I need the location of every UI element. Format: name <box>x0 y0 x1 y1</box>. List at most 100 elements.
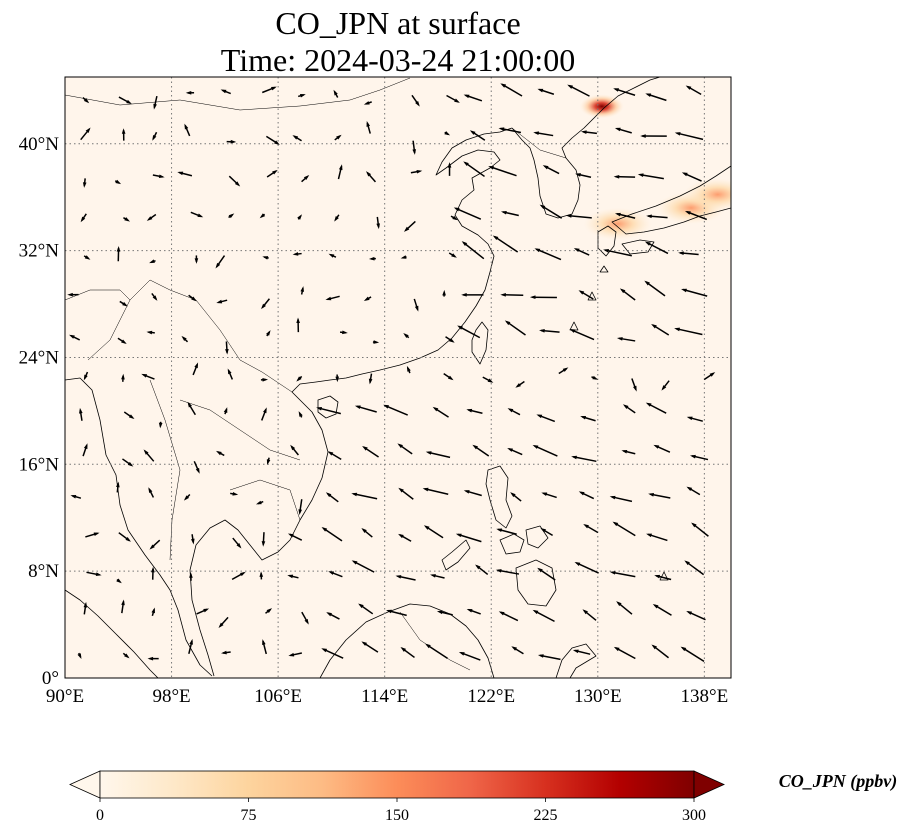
wind-arrow <box>327 451 342 461</box>
wind-arrow <box>609 495 633 503</box>
wind-arrow <box>567 84 590 97</box>
border-china-south <box>87 279 293 393</box>
wind-arrow <box>226 139 237 144</box>
graticule <box>65 77 731 678</box>
wind-arrow <box>540 528 554 537</box>
wind-arrow <box>265 608 273 614</box>
wind-arrow <box>457 325 481 339</box>
wind-arrow <box>397 443 413 455</box>
wind-arrow <box>395 575 416 581</box>
wind-arrow <box>77 652 82 660</box>
wind-arrow <box>651 323 670 336</box>
wind-arrow <box>686 416 703 422</box>
wind-arrow <box>116 481 120 493</box>
wind-arrow <box>362 445 379 458</box>
wind-arrow <box>288 652 302 657</box>
wind-arrow <box>82 97 90 104</box>
wind-arrow <box>262 256 269 260</box>
wind-arrow <box>448 252 457 258</box>
wind-arrow <box>443 372 454 381</box>
wind-arrow <box>674 132 704 141</box>
wind-arrow <box>368 373 373 385</box>
wind-arrow <box>703 372 716 381</box>
co-concentration-field <box>579 94 731 240</box>
wind-arrow <box>146 330 155 335</box>
wind-arrow <box>296 375 303 382</box>
wind-arrow <box>539 204 563 219</box>
wind-arrow <box>183 493 191 501</box>
wind-arrow <box>537 654 561 661</box>
wind-arrow <box>690 454 709 461</box>
wind-arrow <box>496 528 517 535</box>
wind-arrow <box>504 320 526 336</box>
wind-arrow <box>118 532 131 542</box>
wind-arrow <box>189 572 193 581</box>
wind-arrow <box>631 378 637 392</box>
wind-arrow <box>678 251 699 256</box>
wind-arrow <box>453 207 482 220</box>
wind-arrow <box>425 643 448 660</box>
wind-arrow <box>674 327 703 336</box>
wind-arrow <box>79 407 83 421</box>
wind-arrow <box>436 610 453 616</box>
coastline-palawan <box>441 539 471 571</box>
border-laos <box>179 399 301 461</box>
wind-arrow <box>216 299 228 304</box>
wind-arrow <box>645 402 667 414</box>
wind-arrow <box>351 560 375 573</box>
wind-arrow <box>500 293 524 297</box>
wind-arrow <box>541 492 557 499</box>
map-title-variable: CO_JPN at surface <box>275 5 521 41</box>
lon-tick-label: 106°E <box>254 686 302 707</box>
wind-arrow <box>684 560 705 576</box>
coastline-taiwan <box>471 321 489 365</box>
colorbar-label: CO_JPN (ppbv) <box>779 771 897 792</box>
wind-arrow <box>117 337 127 345</box>
wind-arrow <box>141 373 155 380</box>
wind-arrow <box>292 135 302 142</box>
wind-arrow <box>583 524 599 534</box>
wind-arrow <box>358 603 374 615</box>
wind-arrow <box>225 341 229 355</box>
wind-arrow <box>152 174 165 179</box>
coastline-mindanao <box>515 559 557 607</box>
wind-arrow <box>143 449 155 462</box>
wind-arrow <box>339 330 348 335</box>
co-plume-4 <box>683 178 731 211</box>
wind-arrow <box>450 215 458 221</box>
wind-arrow <box>321 648 344 659</box>
map-frame <box>64 76 732 679</box>
wind-arrow <box>582 609 597 621</box>
wind-arrow <box>70 494 82 499</box>
wind-arrow <box>316 407 342 415</box>
wind-arrow <box>463 161 485 178</box>
wind-arrow <box>472 444 490 457</box>
wind-arrow <box>301 174 310 183</box>
wind-arrow <box>328 253 337 258</box>
wind-arrow <box>221 650 231 655</box>
wind-arrow <box>458 651 481 661</box>
wind-arrow <box>223 407 228 415</box>
wind-arrow <box>80 213 87 223</box>
lon-tick-label: 122°E <box>467 686 515 707</box>
wind-arrow <box>425 451 451 459</box>
lon-tick-label: 138°E <box>681 686 729 707</box>
wind-arrow <box>466 408 483 414</box>
wind-arrow <box>648 493 671 499</box>
wind-arrow <box>298 499 303 515</box>
wind-arrow <box>230 492 239 496</box>
wind-arrow <box>612 521 636 537</box>
wind-arrow <box>482 376 494 383</box>
wind-arrow <box>652 604 672 616</box>
wind-arrow <box>121 373 125 382</box>
wind-arrow <box>619 288 636 301</box>
wind-arrow <box>187 401 197 416</box>
wind-arrow <box>654 574 672 581</box>
wind-arrow <box>228 213 235 219</box>
wind-arrow <box>507 408 521 416</box>
wind-arrow <box>366 171 377 183</box>
wind-arrow <box>681 288 708 297</box>
wind-arrow <box>591 375 599 380</box>
wind-arrow <box>261 86 277 94</box>
